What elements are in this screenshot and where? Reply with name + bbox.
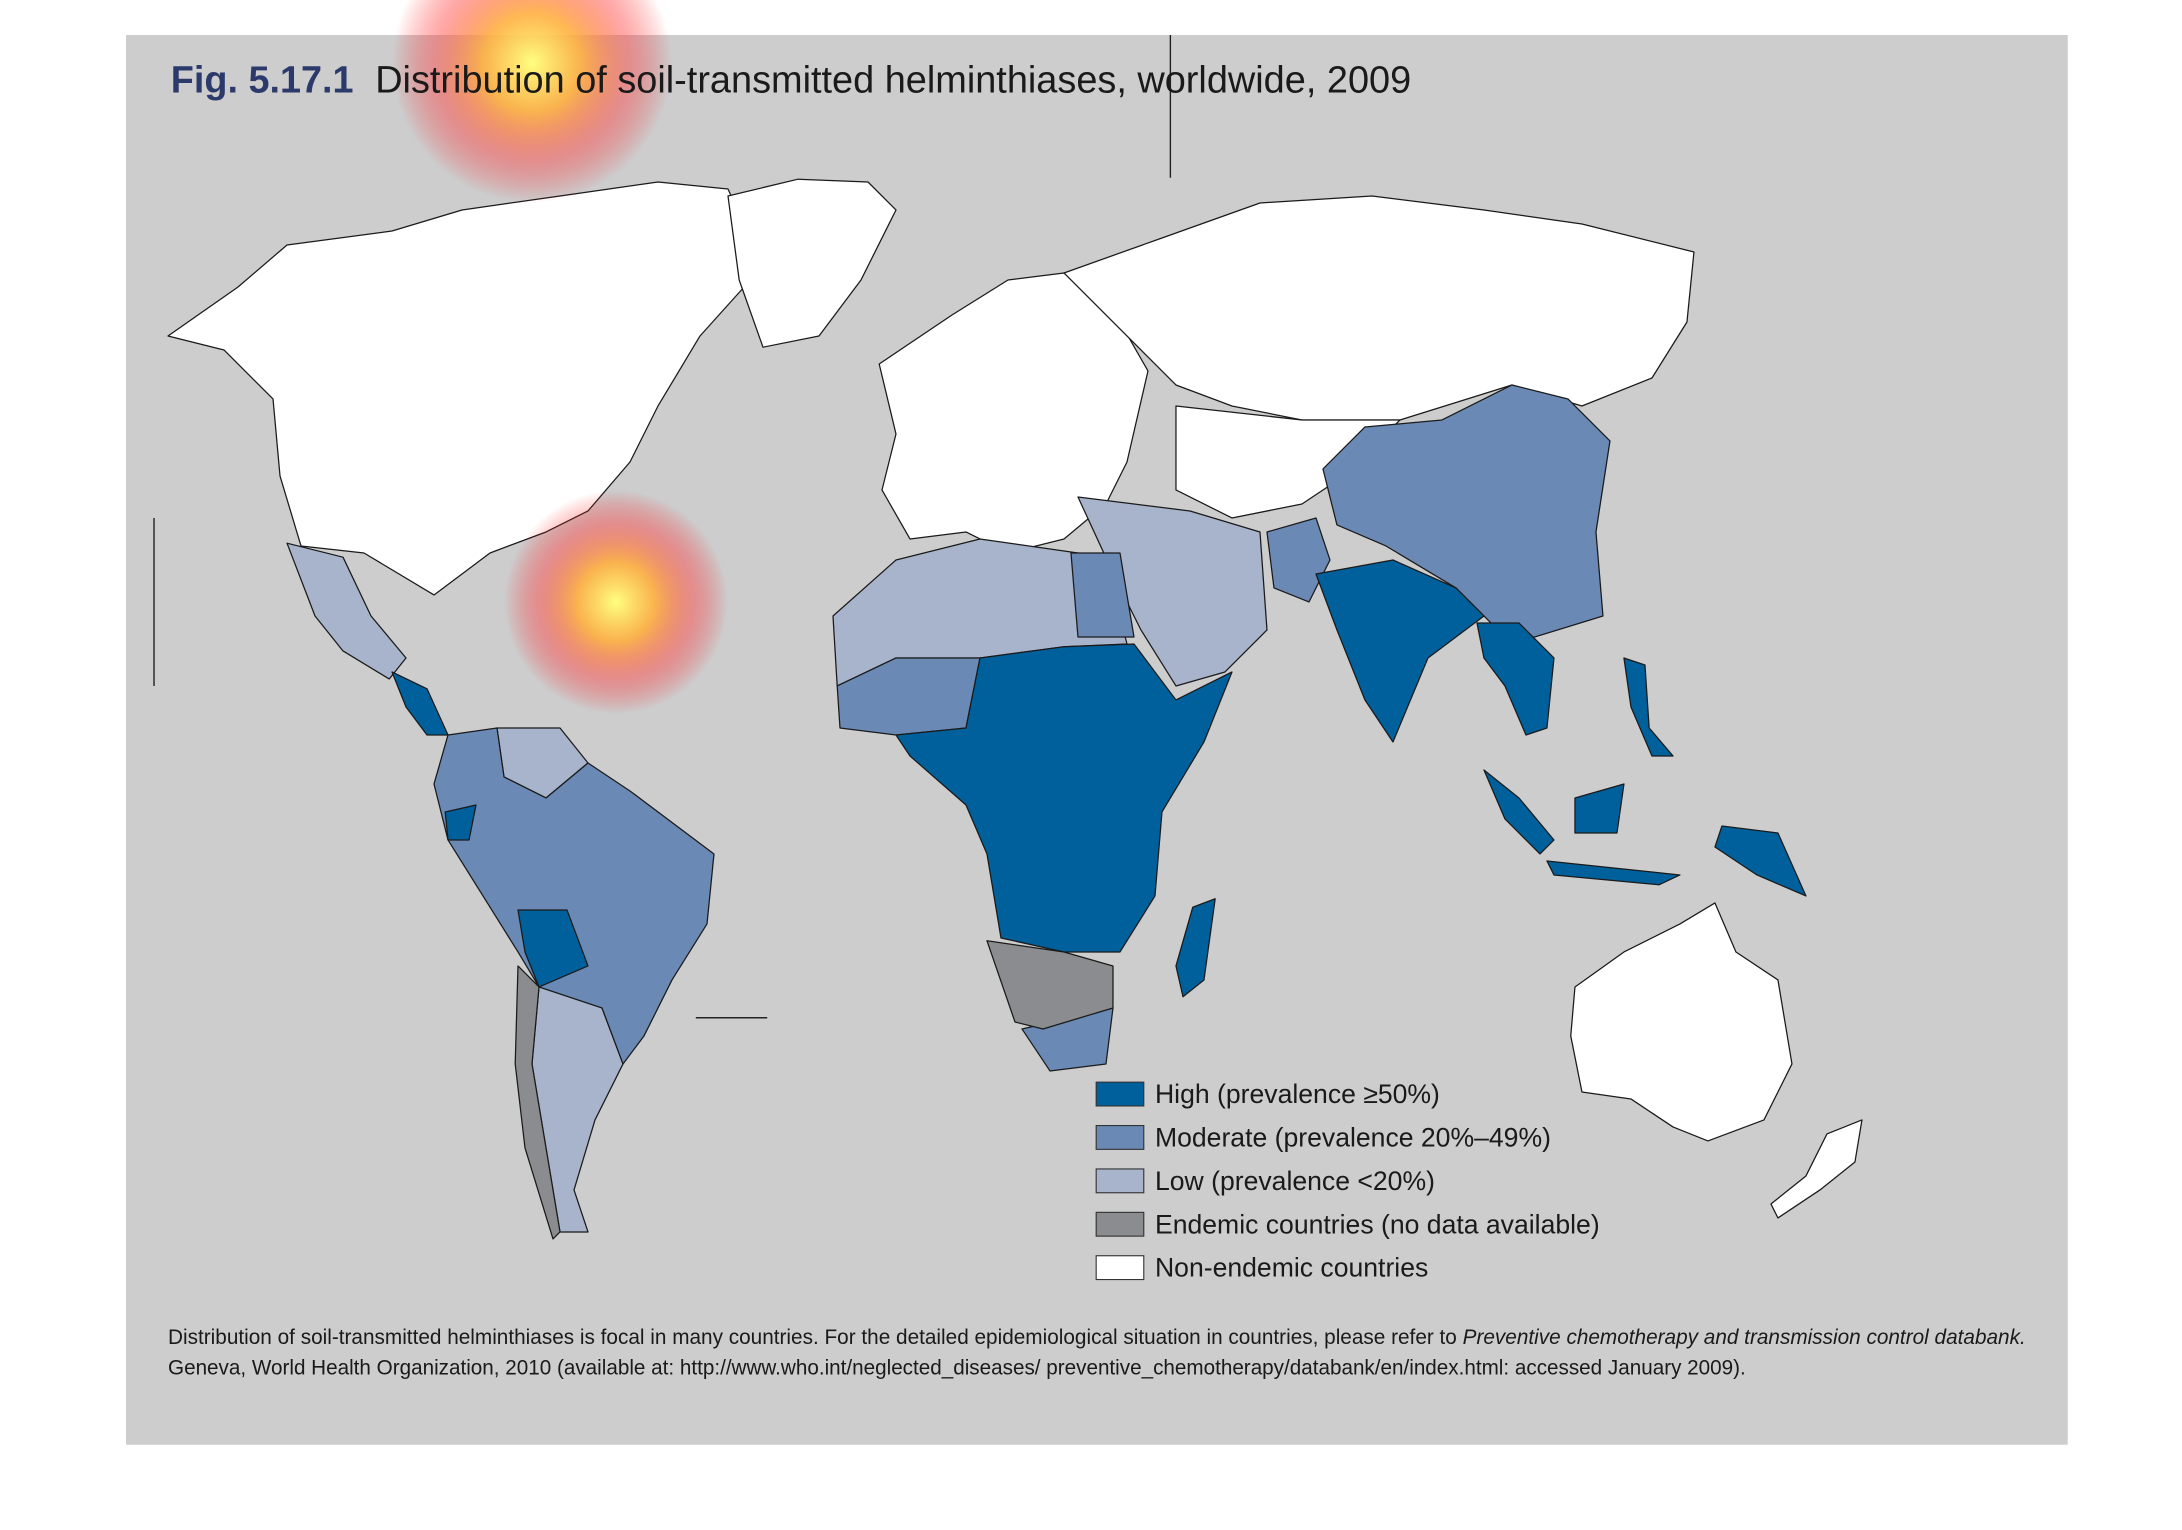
world-map <box>167 178 1863 1240</box>
india <box>1315 559 1485 743</box>
bolivia <box>517 909 589 988</box>
central-africa <box>895 643 1233 953</box>
southern-africa <box>986 940 1114 1030</box>
note-italic: Preventive chemotherapy and transmission… <box>1463 1324 2026 1349</box>
central-america <box>391 671 449 736</box>
note-line: Distribution of soil-transmitted helmint… <box>168 1324 2026 1349</box>
legend-swatch <box>1095 1255 1145 1281</box>
legend-swatch <box>1095 1211 1145 1237</box>
central-asia <box>1175 405 1401 519</box>
legend-label: Non-endemic countries <box>1155 1253 1428 1283</box>
legend-label: Moderate (prevalence 20%–49%) <box>1155 1123 1551 1153</box>
legend-swatch <box>1095 1124 1145 1150</box>
australia <box>1570 902 1793 1142</box>
legend-swatch <box>1095 1081 1145 1107</box>
indonesia <box>1483 769 1807 897</box>
ecuador <box>444 804 477 841</box>
legend: High (prevalence ≥50%) Moderate (prevalen… <box>1095 1079 1600 1283</box>
new-zealand <box>1770 1119 1863 1219</box>
russia <box>1063 195 1695 421</box>
southeast-asia <box>1476 622 1555 736</box>
egypt <box>1070 552 1135 638</box>
attention-blob <box>392 0 672 203</box>
north-america <box>167 181 764 596</box>
figure-number: Fig. 5.17.1 <box>171 59 354 101</box>
chile <box>514 965 561 1240</box>
note-text: Distribution of soil-transmitted helmint… <box>168 1324 1463 1349</box>
legend-swatch <box>1095 1168 1145 1194</box>
philippines <box>1623 657 1674 757</box>
attention-blob <box>504 489 728 714</box>
mexico <box>286 542 407 680</box>
madagascar <box>1175 898 1216 998</box>
greenland <box>727 178 897 348</box>
figure-title: Distribution of soil-transmitted helmint… <box>375 59 1411 101</box>
legend-label: High (prevalence ≥50%) <box>1155 1079 1440 1109</box>
south-america <box>433 727 715 1065</box>
legend-label: Low (prevalence <20%) <box>1155 1166 1435 1196</box>
note-line: Geneva, World Health Organization, 2010 … <box>168 1355 1746 1380</box>
china <box>1322 384 1611 645</box>
legend-label: Endemic countries (no data available) <box>1155 1209 1600 1239</box>
